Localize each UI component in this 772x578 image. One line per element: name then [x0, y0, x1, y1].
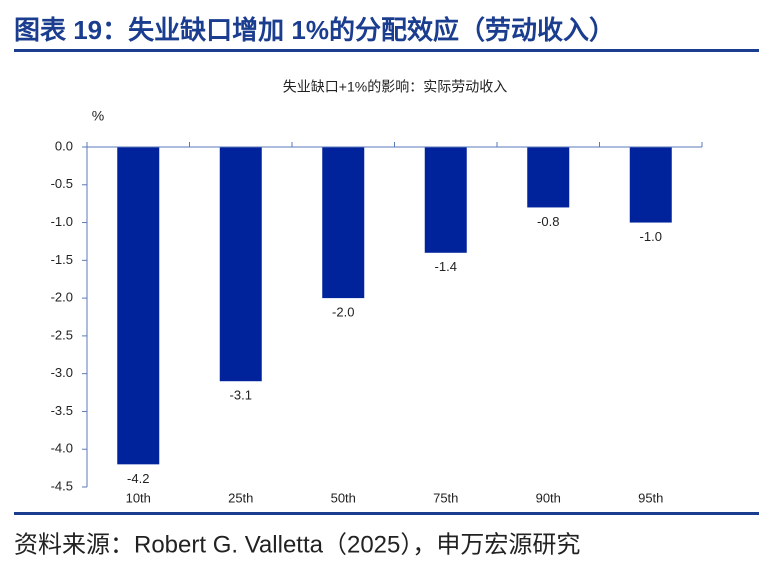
chart-title: 失业缺口+1%的影响：实际劳动收入: [283, 79, 507, 95]
y-tick-label: -2.0: [51, 290, 73, 305]
y-tick-label: -3.5: [51, 403, 73, 418]
value-label: -1.4: [435, 259, 457, 274]
y-axis-label: %: [92, 108, 104, 124]
bar: [117, 147, 160, 465]
x-tick-label: 90th: [536, 490, 561, 505]
x-tick-label: 50th: [331, 490, 356, 505]
x-tick-label: 25th: [228, 490, 253, 505]
x-tick-label: 95th: [638, 490, 663, 505]
y-tick-label: -1.5: [51, 252, 73, 267]
value-label: -0.8: [537, 214, 559, 229]
y-tick-label: -3.0: [51, 365, 73, 380]
bar: [322, 147, 365, 299]
footer-rule: [14, 512, 759, 515]
bar: [629, 147, 672, 223]
y-tick-label: 0.0: [55, 138, 73, 153]
value-label: -4.2: [127, 471, 149, 486]
y-tick-label: -4.0: [51, 441, 73, 456]
bar: [219, 147, 262, 382]
y-tick-label: -1.0: [51, 214, 73, 229]
y-tick-label: -4.5: [51, 478, 73, 493]
value-label: -2.0: [332, 305, 354, 320]
x-tick-label: 75th: [433, 490, 458, 505]
y-tick-label: -0.5: [51, 176, 73, 191]
title-rule: [14, 49, 759, 52]
bar: [424, 147, 467, 253]
source: 资料来源：Robert G. Valletta（2025），申万宏源研究: [14, 531, 580, 558]
value-label: -1.0: [640, 229, 662, 244]
x-tick-label: 10th: [126, 490, 151, 505]
value-label: -3.1: [230, 388, 252, 403]
y-tick-label: -2.5: [51, 327, 73, 342]
bar: [527, 147, 570, 208]
page-title: 图表 19：失业缺口增加 1%的分配效应（劳动收入）: [14, 15, 615, 45]
